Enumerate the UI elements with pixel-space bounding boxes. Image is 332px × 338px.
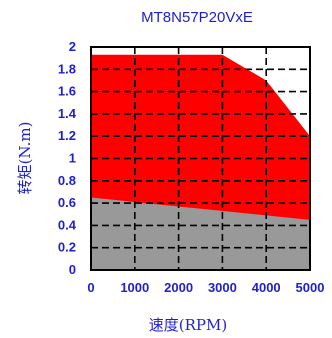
plot-frame	[90, 46, 311, 271]
x-tick-label: 0	[87, 280, 94, 295]
x-tick-label: 3000	[208, 280, 237, 295]
x-tick-label: 1000	[120, 280, 149, 295]
y-axis-label: 转矩(N.m)	[16, 122, 34, 195]
y-tick-label: 2	[69, 39, 76, 54]
y-tick-label: 0	[69, 262, 76, 277]
continuous-torque-area	[91, 197, 310, 270]
x-tick-label: 4000	[252, 280, 281, 295]
y-tick-label: 0.6	[58, 195, 76, 210]
y-tick-label: 1.8	[58, 61, 76, 76]
y-tick-label: 1	[69, 151, 76, 166]
x-axis-label: 速度(RPM)	[149, 316, 227, 334]
y-tick-label: 1.6	[58, 84, 76, 99]
y-tick-label: 1.4	[58, 106, 77, 121]
chart-title: MT8N57P20VxE	[141, 9, 253, 26]
x-tick-label: 2000	[164, 280, 193, 295]
y-tick-label: 0.4	[58, 217, 77, 232]
y-tick-label: 0.2	[58, 240, 76, 255]
x-tick-label: 5000	[296, 280, 325, 295]
y-tick-label: 1.2	[58, 128, 76, 143]
y-tick-label: 0.8	[58, 173, 76, 188]
